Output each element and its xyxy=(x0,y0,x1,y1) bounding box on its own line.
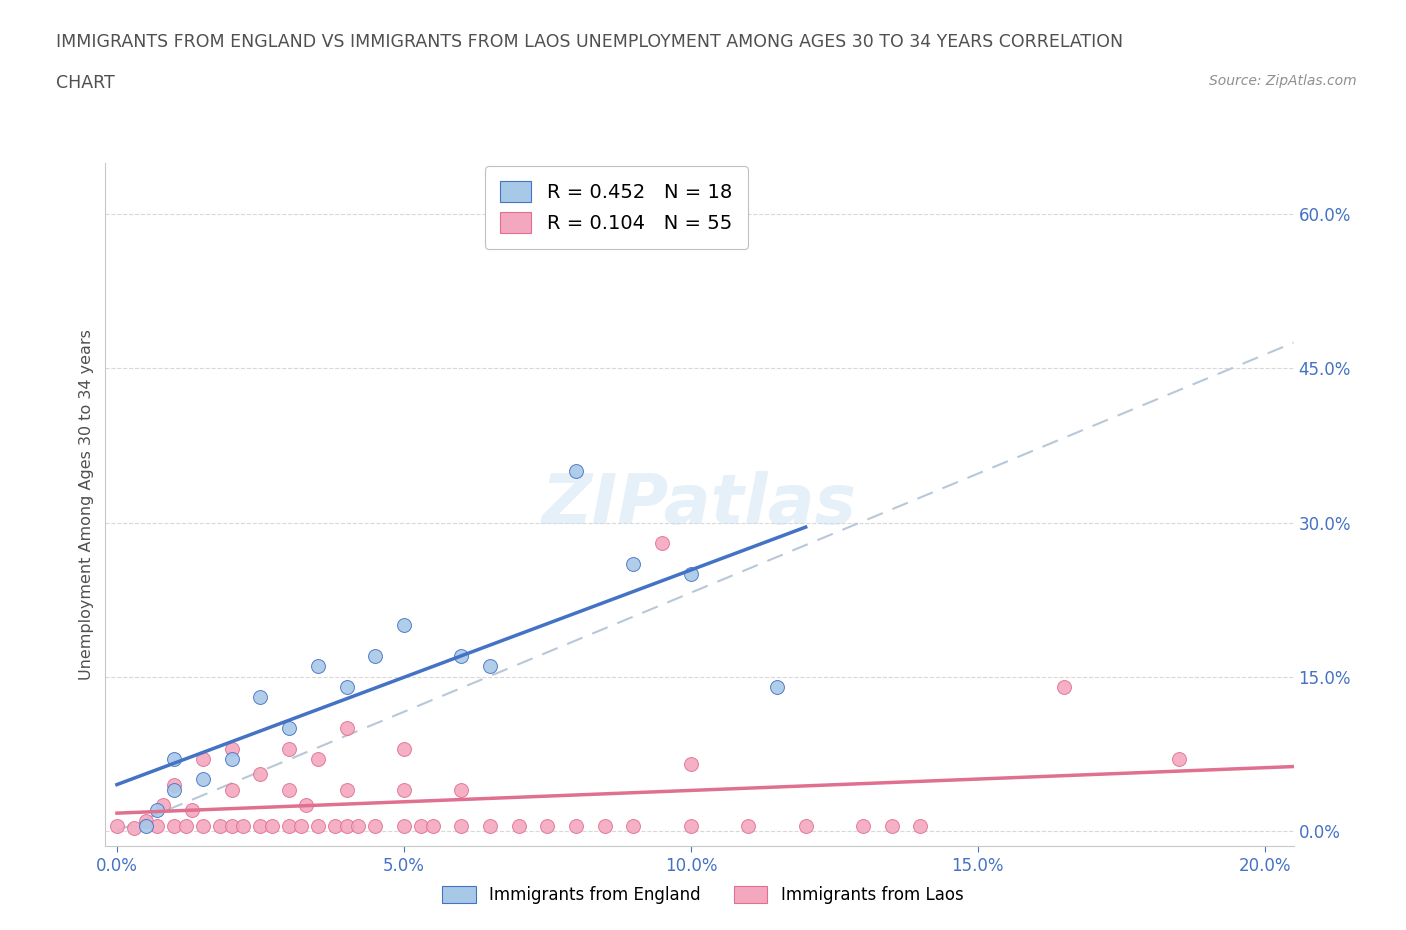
Point xyxy=(508,818,530,833)
Point xyxy=(135,813,157,828)
Point xyxy=(232,818,254,833)
Point xyxy=(323,818,346,833)
Point xyxy=(221,782,243,797)
Point xyxy=(260,818,283,833)
Point xyxy=(105,818,128,833)
Legend: R = 0.452   N = 18, R = 0.104   N = 55: R = 0.452 N = 18, R = 0.104 N = 55 xyxy=(485,166,748,249)
Point xyxy=(335,782,357,797)
Point xyxy=(679,757,702,772)
Point xyxy=(392,618,415,632)
Point xyxy=(392,782,415,797)
Point xyxy=(163,777,186,792)
Point xyxy=(1167,751,1189,766)
Point xyxy=(794,818,817,833)
Point xyxy=(295,798,318,813)
Point xyxy=(364,649,387,664)
Text: IMMIGRANTS FROM ENGLAND VS IMMIGRANTS FROM LAOS UNEMPLOYMENT AMONG AGES 30 TO 34: IMMIGRANTS FROM ENGLAND VS IMMIGRANTS FR… xyxy=(56,33,1123,50)
Point xyxy=(163,782,186,797)
Point xyxy=(411,818,433,833)
Point xyxy=(146,803,169,817)
Point xyxy=(1053,680,1076,695)
Point xyxy=(623,556,645,571)
Point xyxy=(146,818,169,833)
Point xyxy=(307,751,329,766)
Point xyxy=(880,818,903,833)
Point xyxy=(191,772,214,787)
Point xyxy=(852,818,875,833)
Point xyxy=(278,741,301,756)
Point xyxy=(422,818,444,833)
Point xyxy=(278,721,301,736)
Point xyxy=(335,721,357,736)
Point xyxy=(565,464,588,479)
Y-axis label: Unemployment Among Ages 30 to 34 years: Unemployment Among Ages 30 to 34 years xyxy=(79,329,94,680)
Point xyxy=(593,818,616,833)
Point xyxy=(450,649,472,664)
Point xyxy=(174,818,197,833)
Legend: Immigrants from England, Immigrants from Laos: Immigrants from England, Immigrants from… xyxy=(434,878,972,912)
Point xyxy=(191,818,214,833)
Point xyxy=(679,818,702,833)
Point xyxy=(335,680,357,695)
Point xyxy=(290,818,312,833)
Text: CHART: CHART xyxy=(56,74,115,92)
Point xyxy=(536,818,558,833)
Point xyxy=(221,741,243,756)
Point xyxy=(180,803,202,817)
Point xyxy=(479,818,502,833)
Point xyxy=(450,782,472,797)
Point xyxy=(392,818,415,833)
Point xyxy=(347,818,370,833)
Point xyxy=(249,818,271,833)
Text: Source: ZipAtlas.com: Source: ZipAtlas.com xyxy=(1209,74,1357,88)
Point xyxy=(766,680,789,695)
Point xyxy=(565,818,588,833)
Point xyxy=(152,798,174,813)
Point xyxy=(335,818,357,833)
Point xyxy=(392,741,415,756)
Point xyxy=(249,690,271,705)
Point xyxy=(910,818,932,833)
Point xyxy=(278,782,301,797)
Point xyxy=(163,818,186,833)
Point xyxy=(307,818,329,833)
Point xyxy=(651,536,673,551)
Point xyxy=(679,566,702,581)
Text: ZIPatlas: ZIPatlas xyxy=(541,471,858,538)
Point xyxy=(737,818,759,833)
Point xyxy=(278,818,301,833)
Point xyxy=(122,820,145,835)
Point xyxy=(163,751,186,766)
Point xyxy=(364,818,387,833)
Point xyxy=(135,818,157,833)
Point xyxy=(249,767,271,782)
Point xyxy=(209,818,232,833)
Point xyxy=(221,751,243,766)
Point xyxy=(221,818,243,833)
Point xyxy=(479,659,502,674)
Point xyxy=(623,818,645,833)
Point xyxy=(307,659,329,674)
Point xyxy=(450,818,472,833)
Point xyxy=(191,751,214,766)
